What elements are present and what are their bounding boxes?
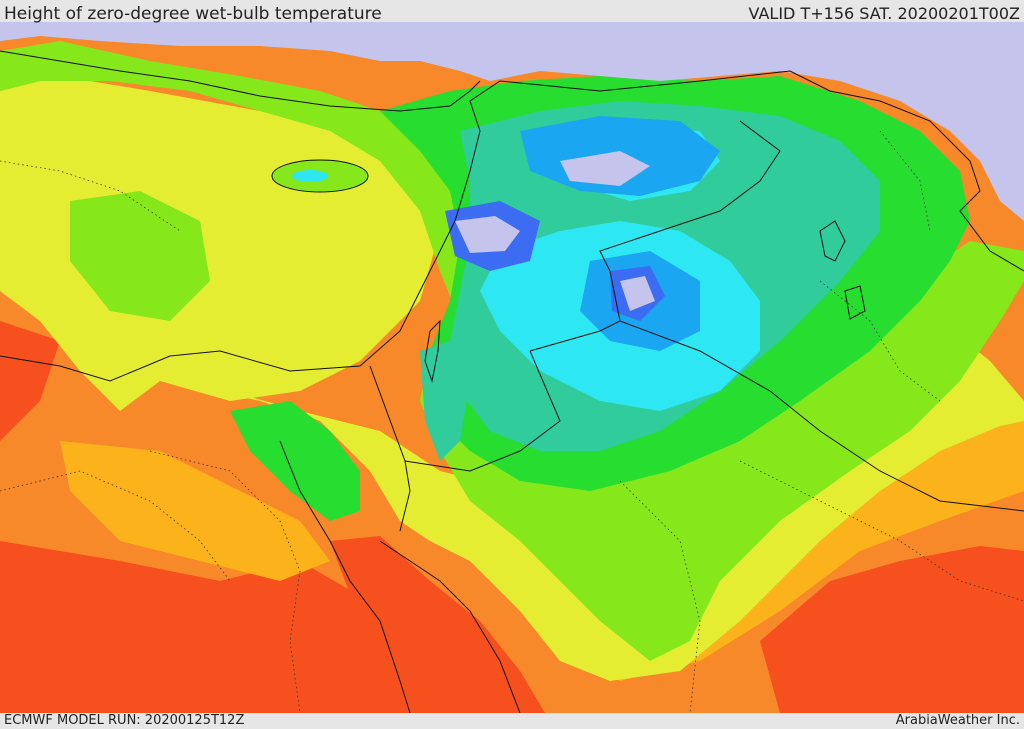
lime-band-coast: [0, 41, 1024, 661]
yellow-region-egypt-libya: [0, 76, 440, 411]
lime-patch-libya: [70, 191, 210, 321]
lavender-spot-syria: [560, 151, 650, 186]
model-run-label: ECMWF MODEL RUN: 20200125T12Z: [4, 713, 245, 728]
lavender-region-turkey: [0, 21, 1024, 221]
map-title: Height of zero-degree wet-bulb temperatu…: [4, 4, 382, 24]
map-footer: ECMWF MODEL RUN: 20200125T12Z ArabiaWeat…: [0, 713, 1024, 729]
province-lines: [0, 130, 1024, 713]
lavender-spot-lebanon: [455, 216, 520, 253]
lavender-spot-east: [620, 276, 655, 311]
weather-map: [0, 21, 1024, 713]
amber-band-west: [60, 441, 330, 581]
green-patch-sinai: [230, 401, 360, 521]
credit-label: ArabiaWeather Inc.: [895, 713, 1020, 728]
cyprus-cold-spot: [292, 170, 328, 182]
valid-time-label: VALID T+156 SAT. 20200201T00Z: [748, 4, 1020, 23]
country-borders: [0, 70, 1024, 713]
red-region-southeast: [760, 546, 1024, 713]
map-canvas: [0, 21, 1024, 713]
mediterranean-sea-outline: [0, 50, 481, 112]
red-region-southwest: [0, 541, 430, 713]
map-header: Height of zero-degree wet-bulb temperatu…: [0, 0, 1024, 24]
red-region-red-sea: [330, 536, 545, 713]
teal-patch-jordan-valley: [420, 341, 470, 461]
red-region-west-edge: [0, 321, 60, 441]
